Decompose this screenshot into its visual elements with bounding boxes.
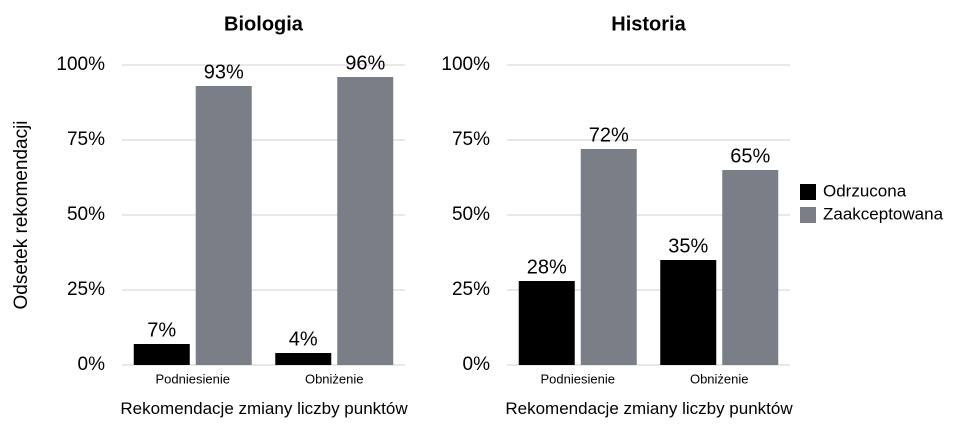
bar: [660, 260, 717, 365]
data-label: 93%: [204, 61, 244, 83]
y-tick-label: 25%: [452, 279, 490, 300]
y-tick-label: 100%: [56, 54, 105, 75]
y-tick-label: 75%: [67, 129, 105, 150]
y-tick-label: 100%: [441, 54, 490, 75]
x-tick-label: Obniżenie: [305, 371, 364, 386]
bar: [133, 344, 190, 365]
bar: [580, 149, 637, 365]
bar: [722, 170, 779, 365]
data-label: 65%: [730, 145, 770, 167]
bar: [195, 86, 252, 365]
legend-swatch: [800, 184, 816, 200]
x-tick-label: Podniesienie: [156, 371, 230, 386]
y-tick-label: 50%: [452, 204, 490, 225]
y-tick-label: 0%: [463, 354, 491, 375]
chart-title: Biologia: [224, 13, 304, 35]
legend-label: Zaakceptowana: [823, 204, 944, 223]
x-tick-label: Podniesienie: [541, 371, 615, 386]
data-label: 7%: [147, 319, 176, 341]
y-axis-label: Odsetek rekomendacji: [11, 120, 32, 309]
x-tick-label: Obniżenie: [690, 371, 749, 386]
data-label: 28%: [527, 256, 567, 278]
y-tick-label: 50%: [67, 204, 105, 225]
y-tick-label: 0%: [78, 354, 106, 375]
data-label: 35%: [668, 235, 708, 257]
bar: [275, 353, 332, 365]
y-tick-label: 25%: [67, 279, 105, 300]
data-label: 4%: [289, 328, 318, 350]
y-tick-label: 75%: [452, 129, 490, 150]
legend-label: Odrzucona: [823, 181, 907, 200]
x-axis-label: Rekomendacje zmiany liczby punktów: [120, 399, 408, 418]
data-label: 96%: [345, 52, 385, 74]
chart-title: Historia: [611, 13, 686, 35]
x-axis-label: Rekomendacje zmiany liczby punktów: [505, 399, 793, 418]
legend-swatch: [800, 207, 816, 223]
bar: [337, 77, 394, 365]
data-label: 72%: [589, 124, 629, 146]
bar: [518, 281, 575, 365]
